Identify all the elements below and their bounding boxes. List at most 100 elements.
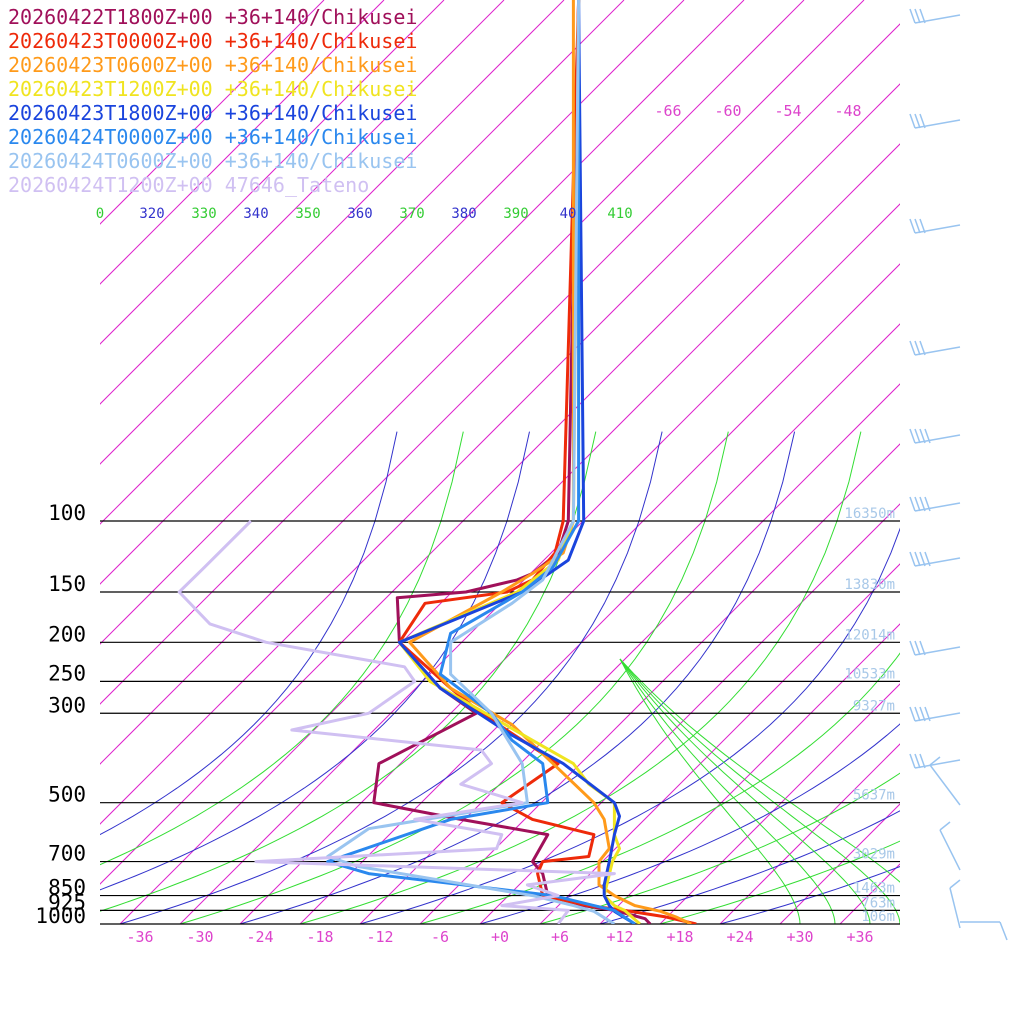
moist-adiabat (619, 658, 900, 924)
barb-feather (919, 340, 926, 356)
x-tick-label: +0 (491, 928, 509, 946)
pressure-label: 500 (48, 783, 86, 807)
surface-barb-feather (999, 921, 1008, 941)
theta-label: 320 (139, 206, 164, 222)
barb-feather (939, 821, 951, 831)
height-label: 9327m (853, 698, 895, 714)
dry-adiabat (100, 431, 597, 912)
wind-barb (939, 821, 961, 871)
theta-label: 410 (607, 206, 632, 222)
series-line-8 (177, 519, 616, 924)
wind-barb (949, 879, 961, 929)
isotherm-line (100, 0, 565, 465)
height-label: 3029m (853, 847, 895, 863)
barb-feather (919, 753, 926, 769)
x-tick-label: -12 (366, 928, 393, 946)
upper-temp-label: -66 (654, 102, 681, 120)
x-tick-label: +12 (606, 928, 633, 946)
barb-feather (914, 218, 921, 234)
barb-feather (914, 428, 921, 444)
x-tick-label: -24 (246, 928, 273, 946)
theta-label: 40 (560, 206, 577, 222)
pressure-label: 150 (48, 572, 86, 596)
barb-feather (924, 428, 931, 444)
isotherm-line (539, 563, 900, 924)
barb-feather (909, 496, 916, 512)
barb-feather (919, 706, 926, 722)
barb-feather (919, 218, 926, 234)
barb-feather (909, 340, 916, 356)
x-tick-label: +6 (551, 928, 569, 946)
barb-feather (914, 340, 921, 356)
upper-temp-label: -60 (714, 102, 741, 120)
barb-staff (929, 764, 961, 806)
dry-adiabat (659, 840, 900, 924)
isotherm-line (100, 0, 385, 285)
barb-staff (914, 434, 961, 444)
isotherm-line (359, 383, 900, 924)
dry-adiabat (599, 810, 900, 924)
pressure-label: 300 (48, 693, 86, 717)
height-label: 16350m (844, 506, 895, 522)
isotherm-line (960, 0, 1024, 924)
barb-feather (909, 551, 916, 567)
legend-entry-8: 20260424T1200Z+00 47646_Tateno (8, 173, 369, 197)
dry-adiabat (719, 866, 900, 924)
isotherm-line (100, 0, 865, 765)
moist-adiabat (619, 658, 801, 924)
barb-staff (914, 14, 961, 24)
isotherm-line (839, 863, 900, 924)
series-line-3 (408, 0, 692, 924)
isotherm-line (100, 0, 325, 225)
barb-staff (914, 224, 961, 234)
isotherm-line (100, 0, 685, 585)
wind-barb (909, 218, 961, 234)
isotherm-line (179, 203, 900, 924)
isotherm-line (299, 323, 900, 924)
barb-feather (909, 218, 916, 234)
isotherm-line (100, 0, 505, 405)
x-tick-label: +24 (726, 928, 753, 946)
isotherm-line (1020, 0, 1024, 924)
barb-feather (914, 706, 921, 722)
wind-barb (909, 640, 961, 656)
barb-feather (919, 8, 926, 24)
height-label: 13830m (844, 577, 895, 593)
barb-feather (949, 879, 961, 889)
height-label: 12014m (844, 627, 895, 643)
wind-barb (909, 428, 961, 444)
pressure-label: 200 (48, 622, 86, 646)
barb-feather (914, 113, 921, 129)
barb-staff (914, 759, 961, 769)
barb-feather (909, 113, 916, 129)
x-tick-label: -6 (431, 928, 449, 946)
legend-entry-7: 20260424T0600Z+00 +36+140/Chikusei (8, 149, 417, 173)
height-label: 5637m (853, 788, 895, 804)
axis-labels: 100 16350m 150 13830m 200 12014m 250 10533m 300 9… (35, 102, 895, 946)
dry-adiabat (100, 431, 530, 891)
isotherm-line (100, 23, 900, 825)
pressure-label: 1000 (35, 904, 86, 928)
legend-entry-6: 20260424T0000Z+00 +36+140/Chikusei (8, 125, 417, 149)
isotherm-line (100, 83, 900, 885)
theta-label: 370 (399, 206, 424, 222)
x-tick-label: -18 (306, 928, 333, 946)
theta-label: 380 (451, 206, 476, 222)
x-tick-label: +30 (786, 928, 813, 946)
series-line-6 (326, 0, 636, 924)
upper-temp-label: -54 (774, 102, 801, 120)
isotherm-line (719, 743, 900, 924)
pressure-label: 700 (48, 842, 86, 866)
moist-adiabat (619, 658, 900, 883)
height-label: 1463m (853, 881, 895, 897)
dry-adiabat (539, 772, 900, 924)
legend-entry-4: 20260423T1200Z+00 +36+140/Chikusei (8, 77, 417, 101)
height-label: 763m (861, 895, 895, 911)
series-line-7 (326, 0, 616, 924)
barb-feather (914, 8, 921, 24)
legend: 20260422T1800Z+00 +36+140/Chikusei202604… (8, 5, 417, 197)
barb-feather (914, 640, 921, 656)
dry-adiabat (239, 431, 796, 924)
barb-feather (919, 551, 926, 567)
